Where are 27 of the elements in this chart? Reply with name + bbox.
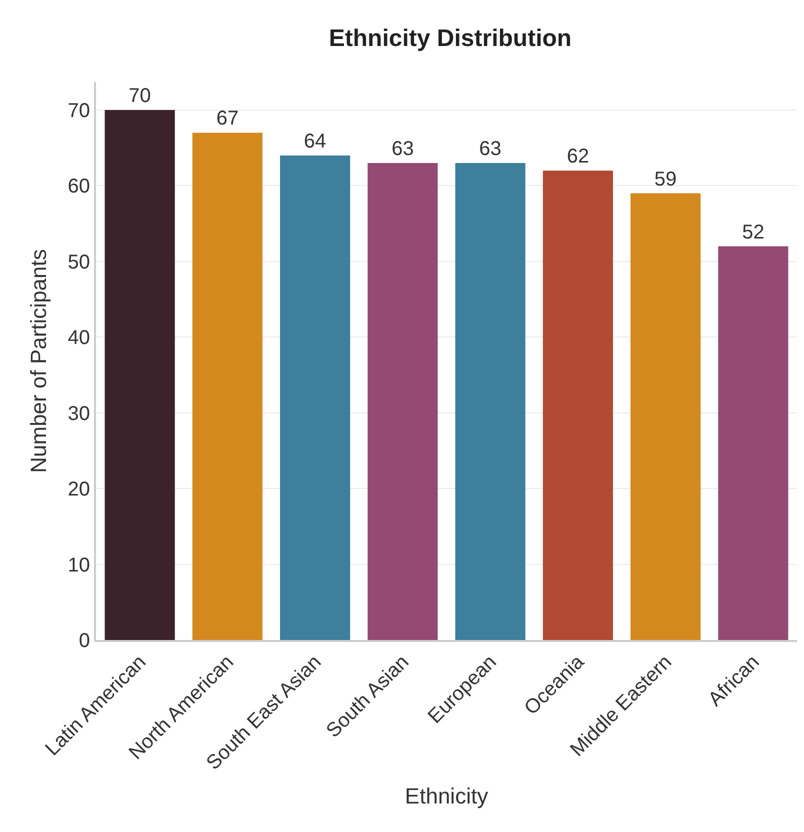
data-label: 59 (654, 168, 677, 190)
data-label: 62 (566, 146, 590, 168)
bar (542, 170, 613, 640)
data-label: 67 (216, 108, 239, 130)
chart-title: Ethnicity Distribution (328, 24, 572, 52)
bar (630, 193, 701, 640)
bar (718, 246, 788, 640)
y-axis-title: Number of Participants (26, 249, 52, 473)
y-tick-label: 20 (68, 478, 90, 501)
data-label: 63 (392, 138, 414, 160)
bar (192, 132, 262, 640)
bar (280, 155, 350, 640)
y-tick-label: 60 (68, 176, 90, 198)
bar (368, 163, 438, 640)
data-label: 52 (742, 221, 764, 244)
bar (455, 163, 526, 640)
y-tick-label: 40 (68, 327, 90, 350)
y-tick-label: 30 (68, 402, 90, 425)
y-tick-label: 50 (68, 251, 90, 274)
bar (104, 110, 175, 640)
x-axis-title: Ethnicity (404, 784, 488, 809)
y-tick-label: 0 (78, 630, 90, 652)
data-label: 70 (128, 85, 151, 108)
data-label: 64 (304, 130, 326, 152)
data-label: 63 (479, 138, 502, 160)
y-tick-label: 70 (68, 100, 90, 122)
y-tick-label: 10 (68, 554, 90, 576)
